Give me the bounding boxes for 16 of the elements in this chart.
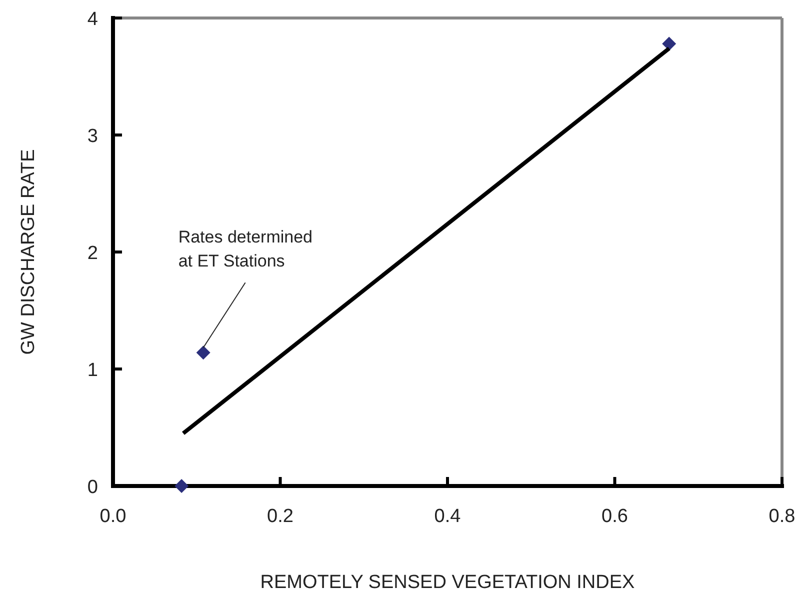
annotation: Rates determined at ET Stations <box>178 228 313 271</box>
x-axis-title: REMOTELY SENSED VEGETATION INDEX <box>260 572 636 593</box>
point <box>662 36 676 51</box>
y-tick-label: 0 <box>87 477 98 498</box>
y-tick-label: 2 <box>87 243 98 264</box>
y-tick-label: 1 <box>87 360 98 381</box>
x-tick-label: 0.0 <box>100 506 126 527</box>
x-tick-label: 0.4 <box>434 506 462 527</box>
x-tick-label: 0.2 <box>267 506 294 527</box>
x-tick-label: 0.6 <box>602 506 628 527</box>
y-tick-label: 4 <box>87 9 98 30</box>
y-tick-label: 3 <box>87 126 98 147</box>
y-axis-title: GW DISCHARGE RATE <box>18 149 39 355</box>
x-tick-label: 0.8 <box>768 506 796 527</box>
point <box>196 346 210 360</box>
point <box>174 479 189 493</box>
